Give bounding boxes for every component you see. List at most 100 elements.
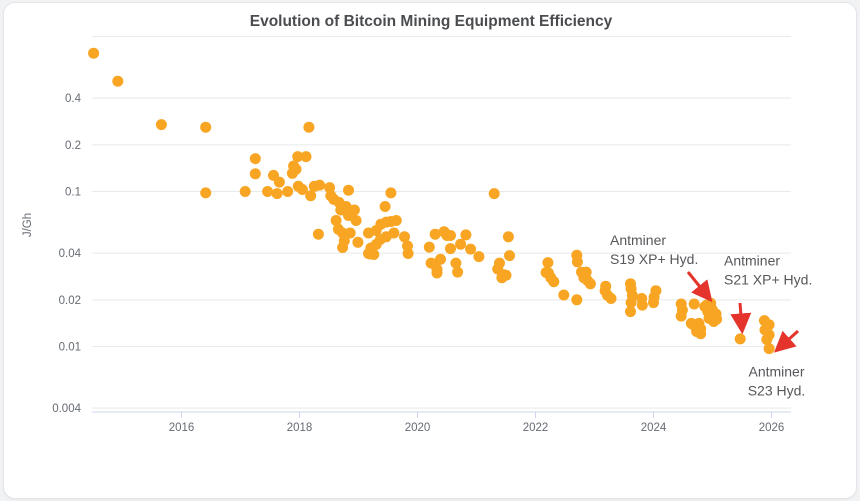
data-point[interactable]: [239, 186, 251, 197]
chart-title: Evolution of Bitcoin Mining Equipment Ef…: [250, 13, 613, 30]
data-point[interactable]: [330, 215, 342, 226]
annotation-s23: Antminer S23 Hyd.: [748, 329, 806, 399]
data-point[interactable]: [290, 163, 302, 175]
annotation-label-line: S23 Hyd.: [748, 383, 806, 399]
data-point[interactable]: [711, 313, 723, 325]
data-point[interactable]: [445, 230, 456, 241]
data-point[interactable]: [200, 187, 212, 199]
y-axis-title: J/Gh: [22, 213, 34, 237]
data-point[interactable]: [303, 121, 315, 133]
data-point[interactable]: [348, 204, 360, 216]
data-point[interactable]: [344, 227, 356, 239]
data-point[interactable]: [431, 267, 443, 279]
data-point[interactable]: [445, 243, 456, 255]
data-point[interactable]: [300, 151, 312, 163]
data-point[interactable]: [423, 241, 435, 253]
y-tick-label: 0.01: [59, 342, 81, 354]
data-point[interactable]: [763, 343, 775, 355]
data-point[interactable]: [542, 257, 554, 269]
x-tick-label: 2016: [169, 422, 195, 434]
data-point[interactable]: [625, 297, 637, 309]
data-point[interactable]: [558, 289, 570, 301]
data-point[interactable]: [450, 257, 462, 269]
data-point[interactable]: [388, 227, 400, 239]
data-point[interactable]: [688, 298, 700, 310]
data-point[interactable]: [650, 285, 662, 297]
data-point[interactable]: [305, 190, 317, 202]
data-point[interactable]: [500, 269, 512, 281]
data-point[interactable]: [429, 228, 441, 240]
data-point[interactable]: [379, 201, 391, 212]
data-point[interactable]: [385, 187, 397, 199]
data-point[interactable]: [343, 184, 354, 196]
annotation-label-line: Antminer: [748, 364, 804, 380]
data-point[interactable]: [435, 253, 446, 265]
data-point[interactable]: [324, 182, 336, 194]
data-point[interactable]: [271, 188, 283, 200]
data-point[interactable]: [402, 248, 414, 259]
data-point[interactable]: [338, 235, 350, 247]
x-axis: 2016 2018 2020 2022 2024 2026: [92, 411, 791, 434]
gridlines: [92, 36, 791, 409]
annotations: Antminer S19 XP+ Hyd. Antminer S21 XP+ Hyd.…: [610, 232, 812, 399]
data-point[interactable]: [625, 306, 636, 318]
data-point[interactable]: [473, 251, 485, 263]
data-point[interactable]: [200, 121, 212, 133]
data-point[interactable]: [155, 119, 167, 131]
x-tick-label: 2020: [405, 422, 431, 434]
data-point[interactable]: [763, 319, 775, 331]
data-point[interactable]: [636, 299, 648, 311]
data-point[interactable]: [452, 266, 464, 278]
data-point[interactable]: [292, 151, 304, 163]
y-tick-label: 0.2: [65, 140, 81, 152]
data-point[interactable]: [571, 256, 583, 268]
data-point[interactable]: [734, 333, 746, 345]
data-point[interactable]: [312, 228, 324, 240]
data-point[interactable]: [465, 243, 477, 255]
y-tick-label: 0.04: [59, 248, 82, 260]
data-point[interactable]: [352, 236, 364, 248]
annotation-arrow: [773, 329, 800, 353]
data-point[interactable]: [314, 179, 326, 191]
annotation-label-line: Antminer: [610, 232, 666, 248]
data-point[interactable]: [340, 201, 352, 212]
data-point[interactable]: [249, 153, 261, 165]
annotation-label-line: S21 XP+ Hyd.: [724, 272, 812, 288]
data-point[interactable]: [296, 184, 308, 195]
data-point[interactable]: [88, 47, 100, 59]
annotation-arrow: [686, 271, 713, 303]
data-point[interactable]: [494, 257, 505, 269]
x-tick-label: 2024: [641, 422, 667, 434]
efficiency-scatter-chart: Evolution of Bitcoin Mining Equipment Ef…: [22, 13, 812, 434]
data-point[interactable]: [504, 250, 515, 262]
data-point[interactable]: [600, 280, 612, 292]
data-point[interactable]: [455, 238, 467, 250]
data-point[interactable]: [502, 231, 514, 243]
data-point[interactable]: [488, 188, 500, 200]
data-point[interactable]: [695, 328, 707, 340]
data-point[interactable]: [580, 266, 592, 278]
data-point[interactable]: [262, 186, 274, 197]
data-point[interactable]: [605, 293, 617, 304]
data-point[interactable]: [584, 278, 596, 290]
x-tick-label: 2022: [523, 422, 549, 434]
y-tick-label: 0.4: [65, 93, 82, 105]
data-point[interactable]: [350, 215, 362, 226]
y-tick-label: 0.004: [52, 403, 81, 415]
data-point[interactable]: [548, 276, 560, 288]
data-point[interactable]: [460, 229, 472, 241]
data-point[interactable]: [763, 329, 775, 341]
data-point[interactable]: [112, 75, 124, 87]
data-point[interactable]: [282, 186, 294, 197]
data-point[interactable]: [675, 310, 687, 322]
annotation-label-line: S19 XP+ Hyd.: [610, 251, 698, 267]
annotation-label-line: Antminer: [724, 253, 780, 269]
data-point[interactable]: [571, 294, 583, 306]
x-tick-label: 2026: [759, 422, 785, 434]
data-point[interactable]: [368, 249, 380, 260]
data-point[interactable]: [399, 231, 410, 243]
annotation-s19: Antminer S19 XP+ Hyd.: [610, 232, 713, 303]
data-point[interactable]: [249, 168, 261, 180]
data-point[interactable]: [273, 176, 285, 188]
data-point[interactable]: [390, 215, 402, 226]
